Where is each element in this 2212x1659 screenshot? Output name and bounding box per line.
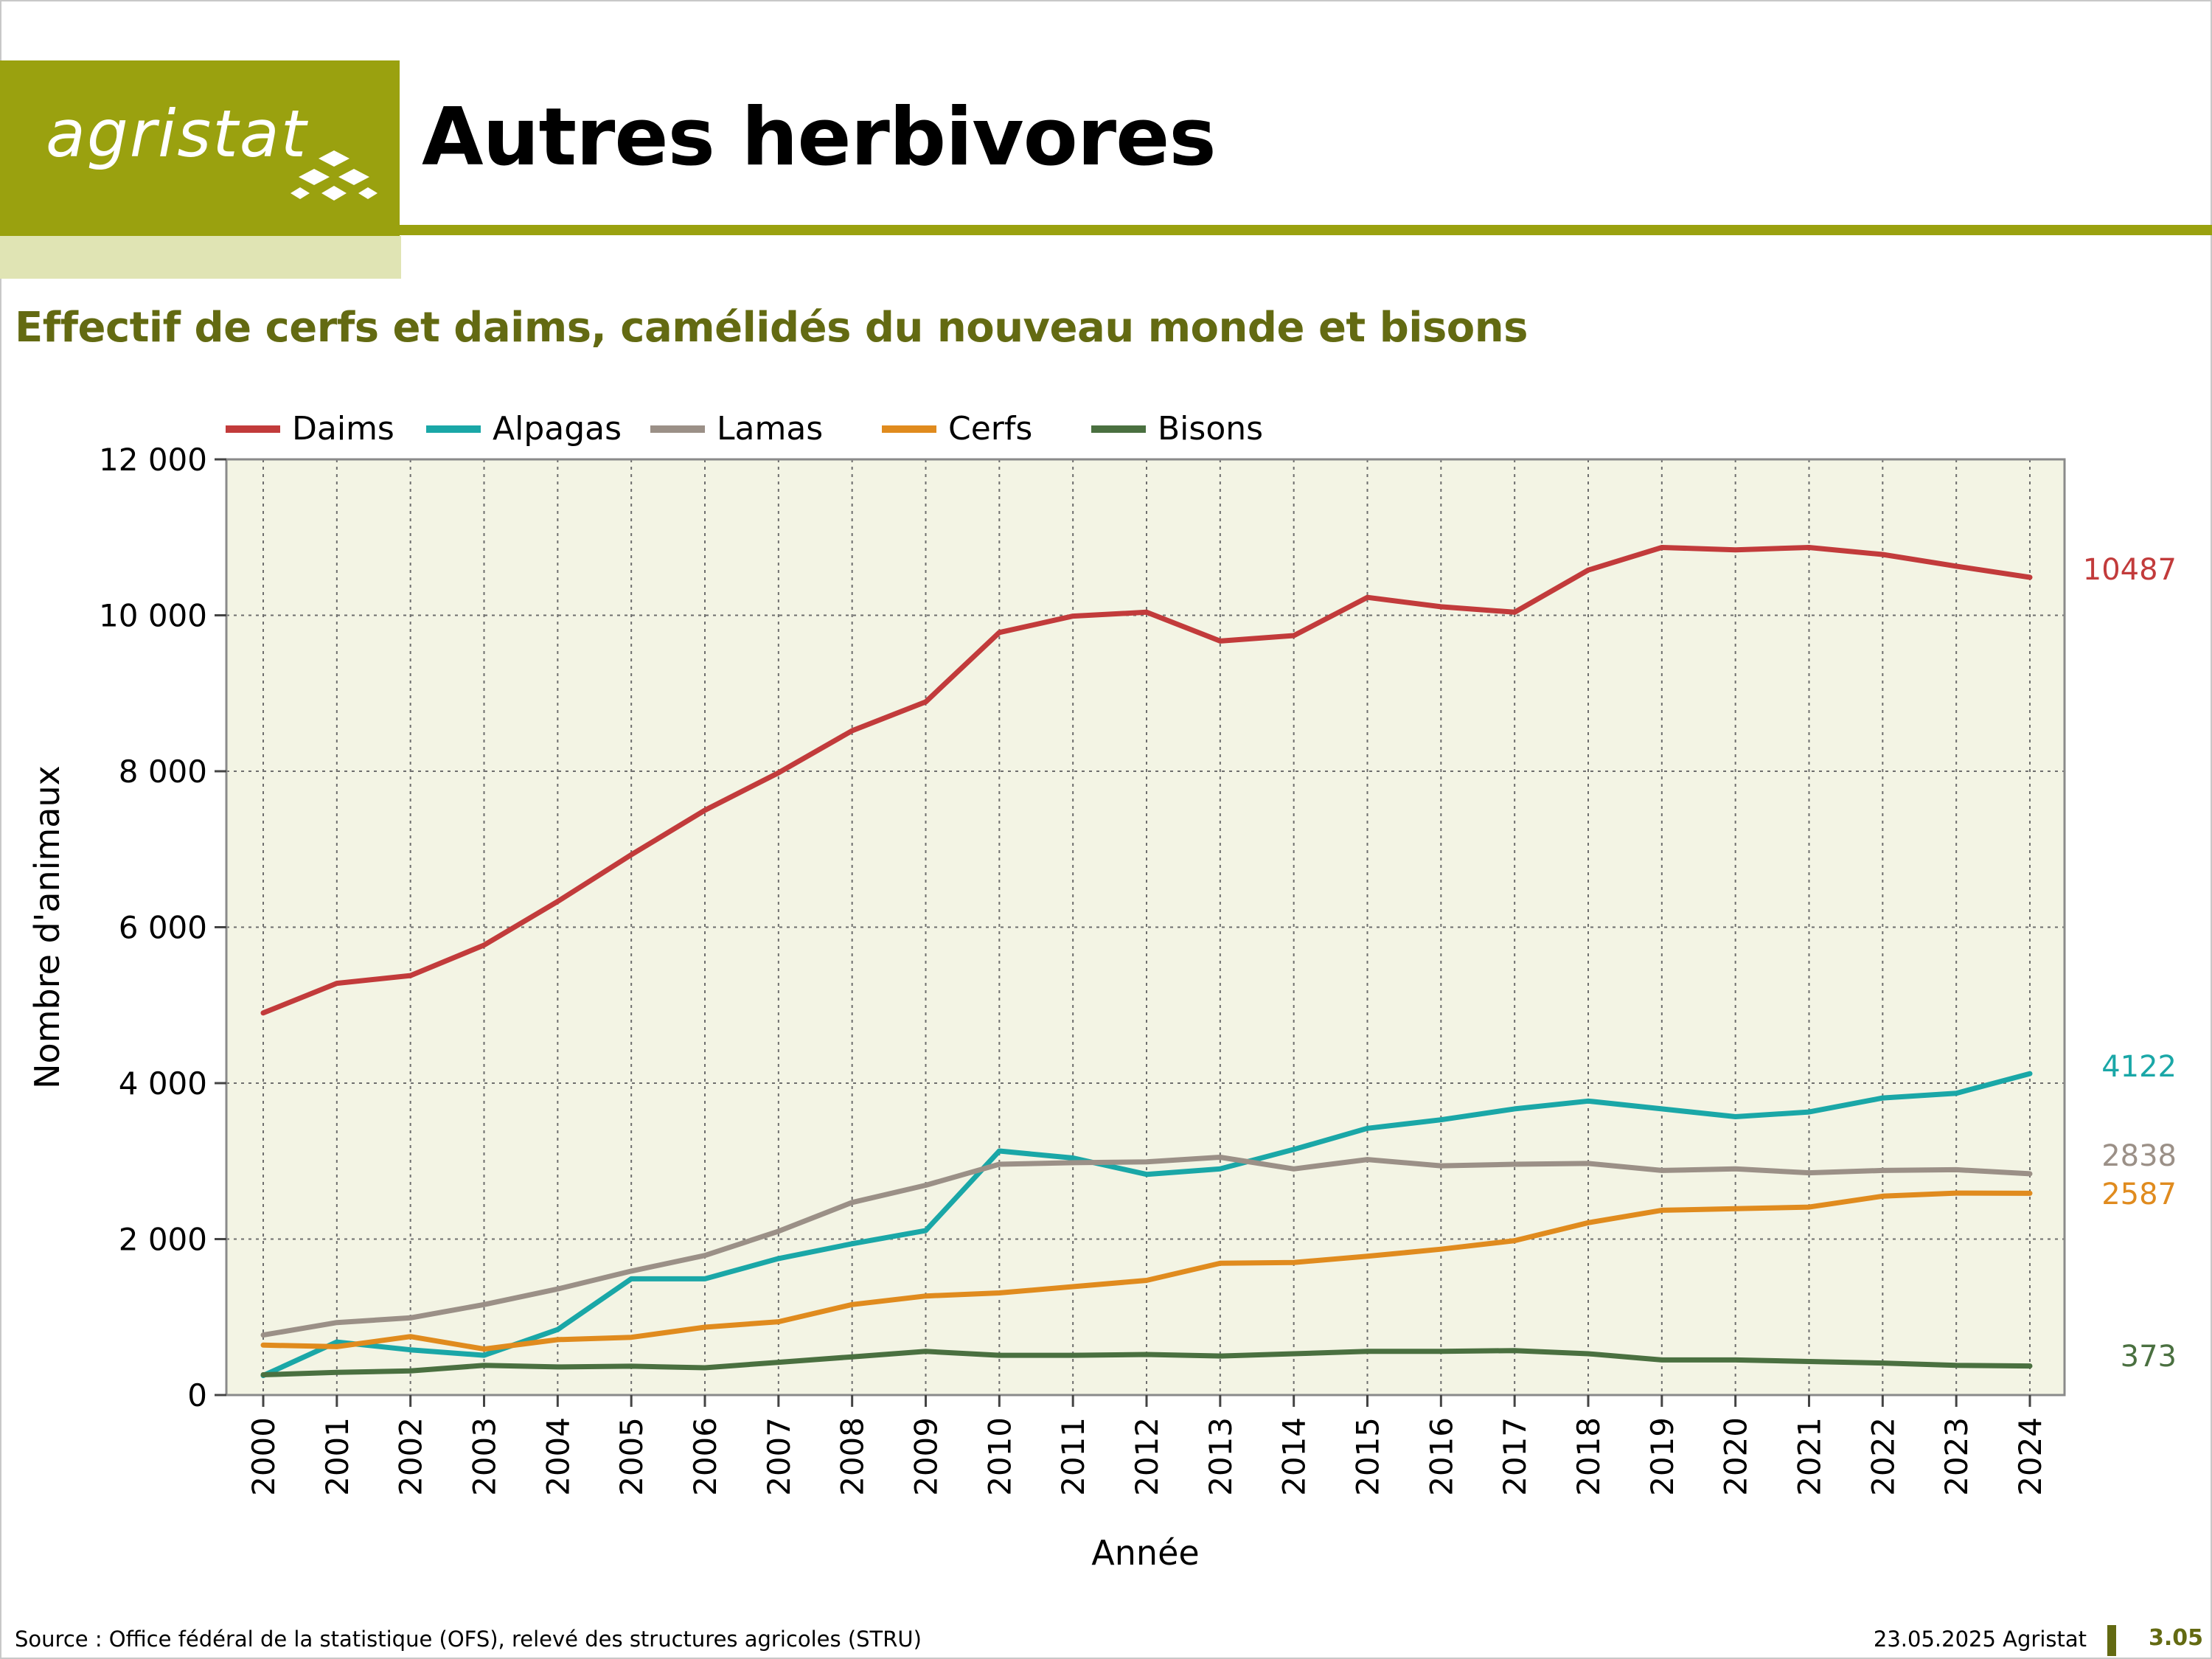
y-axis-title: Nombre d'animaux (27, 765, 67, 1089)
x-axis-title: Année (1091, 1533, 1199, 1573)
legend-label-lamas: Lamas (717, 410, 823, 448)
x-tick-label: 2011 (1055, 1417, 1091, 1496)
series-line-lamas (260, 1155, 2033, 1338)
x-tick-label: 2020 (1718, 1417, 1754, 1496)
y-tick-label: 8 000 (119, 754, 207, 790)
y-tick-label: 2 000 (119, 1222, 207, 1258)
end-value-label-lamas: 2838 (2101, 1139, 2177, 1173)
legend-label-alpagas: Alpagas (493, 410, 622, 448)
y-tick-label: 0 (187, 1377, 207, 1413)
y-tick-label: 10 000 (99, 598, 207, 634)
x-tick-label: 2005 (613, 1417, 650, 1496)
chart-subtitle: Effectif de cerfs et daims, camélidés du… (15, 304, 1528, 352)
end-value-label-bisons: 373 (2121, 1340, 2177, 1374)
x-tick-label: 2021 (1792, 1417, 1828, 1496)
series-line-daims (260, 545, 2033, 1016)
legend-label-bisons: Bisons (1158, 410, 1263, 448)
x-tick-label: 2006 (687, 1417, 723, 1496)
page-number: 3.05 (2149, 1625, 2204, 1651)
x-tick-label: 2009 (908, 1417, 945, 1496)
x-tick-label: 2013 (1203, 1417, 1239, 1496)
series-line-cerfs (260, 1190, 2033, 1352)
x-tick-label: 2018 (1571, 1417, 1607, 1496)
x-tick-label: 2017 (1497, 1417, 1533, 1496)
y-tick-label: 4 000 (119, 1065, 207, 1102)
footer-date: 23.05.2025 Agristat (1873, 1627, 2087, 1652)
series-line-bisons (260, 1348, 2033, 1377)
legend-label-daims: Daims (292, 410, 394, 448)
y-tick-label: 6 000 (119, 910, 207, 946)
x-tick-label: 2019 (1644, 1417, 1680, 1496)
title-rule (400, 225, 2212, 235)
x-tick-label: 2015 (1350, 1417, 1386, 1496)
x-tick-label: 2010 (981, 1417, 1018, 1496)
series-line-alpagas (260, 1071, 2033, 1379)
x-tick-label: 2023 (1938, 1417, 1975, 1496)
x-tick-label: 2003 (467, 1417, 503, 1496)
y-tick-label: 12 000 (99, 442, 207, 478)
legend-label-cerfs: Cerfs (948, 410, 1032, 448)
logo-wordmark: agristat (46, 96, 308, 172)
agristat-logo (0, 60, 400, 236)
x-tick-label: 2008 (835, 1417, 871, 1496)
logo-accent-band (0, 236, 401, 279)
x-tick-label: 2001 (319, 1417, 355, 1496)
x-tick-label: 2002 (393, 1417, 429, 1496)
x-tick-label: 2000 (246, 1417, 282, 1496)
x-tick-label: 2007 (761, 1417, 797, 1496)
logo-diamonds-icon (291, 150, 378, 201)
end-value-label-cerfs: 2587 (2101, 1178, 2177, 1211)
page-title: Autres herbivores (422, 91, 1217, 184)
x-tick-label: 2024 (2012, 1417, 2048, 1496)
end-value-label-alpagas: 4122 (2101, 1050, 2177, 1084)
footer-source: Source : Office fédéral de la statistiqu… (15, 1627, 922, 1652)
plot-area (226, 459, 2065, 1395)
x-tick-label: 2022 (1865, 1417, 1901, 1496)
x-tick-label: 2004 (540, 1417, 576, 1496)
footer-divider (2107, 1625, 2116, 1656)
x-tick-label: 2012 (1129, 1417, 1165, 1496)
end-value-label-daims: 10487 (2083, 553, 2177, 587)
x-tick-label: 2014 (1276, 1417, 1312, 1496)
x-tick-label: 2016 (1423, 1417, 1459, 1496)
line-chart: 0 2 000 4 000 6 000 8 000 10 000 12 000 2000 200… (27, 410, 2177, 1573)
